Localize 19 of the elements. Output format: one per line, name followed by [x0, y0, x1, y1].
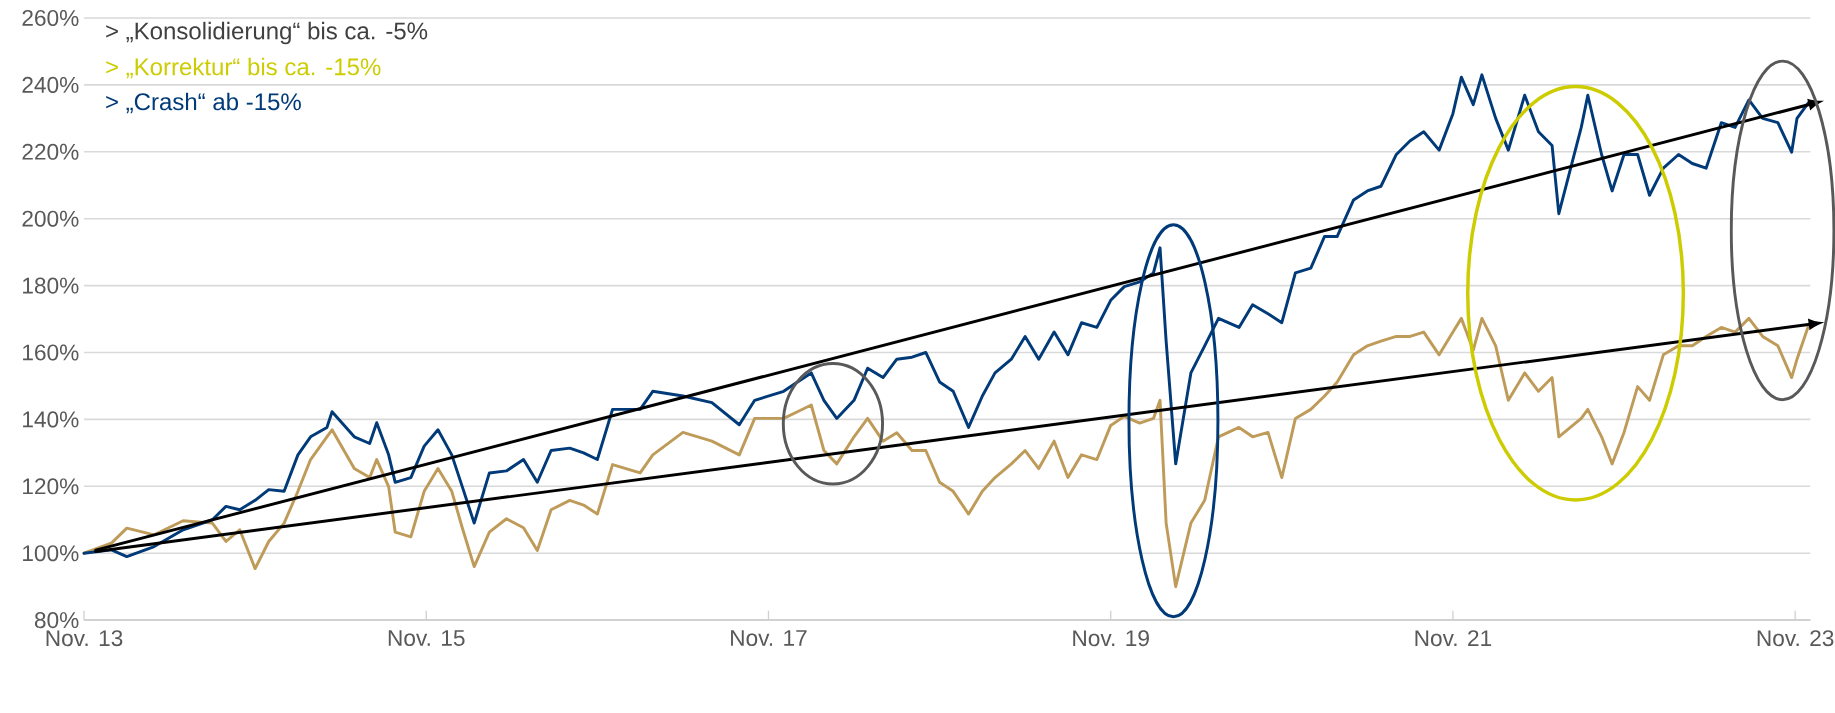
- x-tick-label: Nov. 13: [46, 629, 123, 646]
- y-tick-label: 80%: [34, 611, 79, 628]
- annotation: > „Korrektur“ bis ca. -15%: [106, 57, 381, 78]
- x-tick-label: Nov. 15: [388, 629, 465, 646]
- x-tick-label: Nov. 21: [1415, 629, 1492, 646]
- x-tick-label: Nov. 19: [1073, 629, 1149, 646]
- y-tick-label: 260%: [22, 9, 79, 26]
- y-tick-label: 120%: [23, 478, 79, 495]
- annotation: > „Crash“ ab -15%: [106, 92, 301, 113]
- y-tick-label: 220%: [22, 143, 79, 160]
- y-tick-label: 180%: [23, 277, 79, 294]
- y-tick-label: 100%: [23, 544, 79, 562]
- x-tick-label: Nov. 23: [1757, 629, 1834, 646]
- y-tick-label: 240%: [22, 76, 79, 93]
- x-tick-label: Nov. 17: [731, 629, 807, 646]
- y-tick-label: 200%: [22, 210, 79, 227]
- annotation: > „Konsolidierung“ bis ca. -5%: [106, 21, 428, 45]
- y-tick-label: 160%: [23, 344, 79, 361]
- y-tick-label: 140%: [23, 411, 79, 428]
